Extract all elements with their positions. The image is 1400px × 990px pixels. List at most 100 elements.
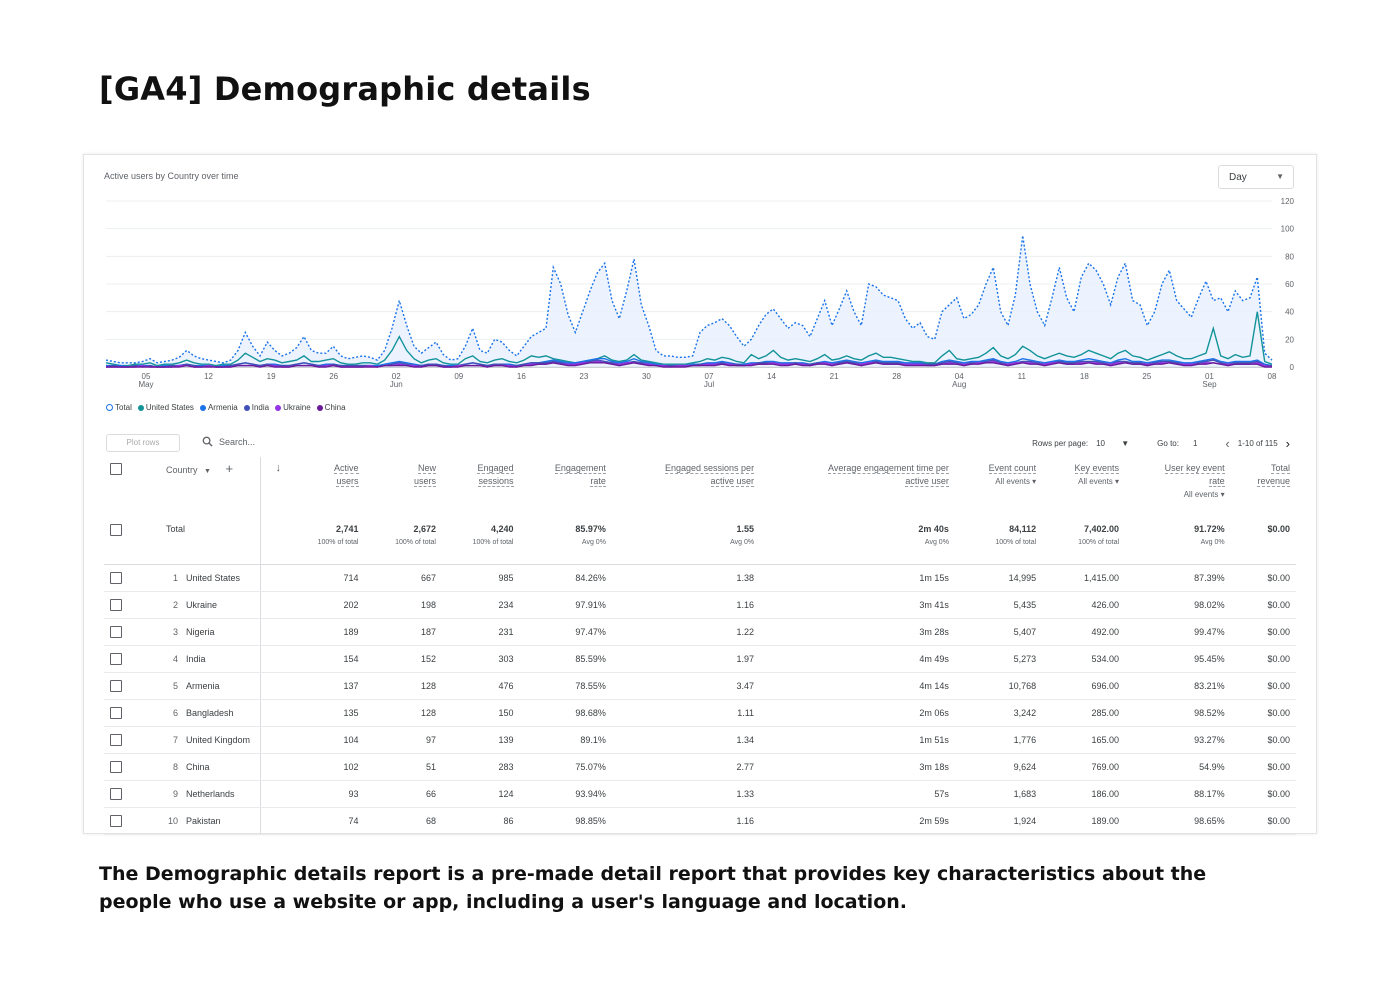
metric-cell: 128 <box>364 699 442 727</box>
metric-cell: 104 <box>287 726 365 754</box>
metric-cell: 5,407 <box>954 618 1043 646</box>
column-header-label: User key event <box>1164 463 1225 474</box>
total-label: Total <box>160 514 261 565</box>
row-checkbox-cell <box>104 564 160 592</box>
rows-per-page-select[interactable]: 10 ▼ <box>1096 439 1129 448</box>
x-tick-label: 19 <box>267 372 276 381</box>
legend-item[interactable]: India <box>243 403 269 412</box>
goto-label: Go to: <box>1157 439 1179 448</box>
total-sub-value: Avg 0% <box>581 539 606 546</box>
row-checkbox-cell <box>104 726 160 754</box>
country-cell: 4 India <box>160 645 261 673</box>
select-all-checkbox[interactable] <box>110 462 122 475</box>
total-value: $0.00 <box>1267 524 1290 534</box>
metric-cell: 99.47% <box>1125 618 1231 646</box>
pagination-controls: Rows per page: 10 ▼ Go to: 1 ‹ 1-10 of 1… <box>1032 436 1290 451</box>
country-name: United States <box>186 573 241 583</box>
table-row[interactable]: 9 Netherlands 93 66 124 93.94% 1.33 57s 1,683 186… <box>104 780 1296 808</box>
total-value-cell: 2,672 100% of total <box>364 514 442 565</box>
caret-down-icon: ▼ <box>1276 172 1284 181</box>
row-checkbox[interactable] <box>110 572 122 584</box>
sort-column-header: ↓ <box>261 457 288 514</box>
total-sub-value: Avg 0% <box>924 539 949 546</box>
metric-column-header[interactable]: Engaged sessions per active user <box>612 457 760 514</box>
add-dimension-icon[interactable]: + <box>225 461 234 476</box>
metric-column-header[interactable]: User key event rate All events ▾ <box>1125 457 1231 514</box>
column-header-label: users <box>413 476 436 487</box>
table-row[interactable]: 10 Pakistan 74 68 86 98.85% 1.16 2m 59s 1,924 189… <box>104 807 1296 835</box>
legend-item[interactable]: Total <box>106 403 132 412</box>
metric-column-header[interactable]: Total revenue <box>1231 457 1296 514</box>
metric-column-header[interactable]: Average engagement time per active user <box>760 457 955 514</box>
metric-cell: 4m 14s <box>760 672 955 700</box>
metric-cell: 426.00 <box>1042 591 1126 619</box>
series-line-china <box>106 362 1272 368</box>
table-row[interactable]: 7 United Kingdom 104 97 139 89.1% 1.34 1m 51s 1,… <box>104 726 1296 754</box>
row-checkbox[interactable] <box>110 524 122 536</box>
total-value: 1.55 <box>736 524 755 534</box>
legend-item[interactable]: Armenia <box>199 403 238 412</box>
row-rank: 7 <box>172 735 178 745</box>
table-row[interactable]: 5 Armenia 137 128 476 78.55% 3.47 4m 14s 10,768 6… <box>104 672 1296 700</box>
metric-column-header[interactable]: Active users <box>287 457 365 514</box>
search-box[interactable]: Search... <box>202 436 255 447</box>
plot-rows-button[interactable]: Plot rows <box>106 434 180 452</box>
metric-cell: 534.00 <box>1042 645 1126 673</box>
table-row[interactable]: 3 Nigeria 189 187 231 97.47% 1.22 3m 28s 5,407 49… <box>104 618 1296 646</box>
metric-column-header[interactable]: New users <box>365 457 443 514</box>
prev-page-icon[interactable]: ‹ <box>1225 436 1230 451</box>
dimension-header-label[interactable]: Country <box>166 465 198 475</box>
country-cell: 7 United Kingdom <box>160 726 261 754</box>
row-checkbox[interactable] <box>110 788 122 800</box>
total-value-cell: 91.72% Avg 0% <box>1125 514 1231 565</box>
metric-cell: 285.00 <box>1042 699 1126 727</box>
row-checkbox[interactable] <box>110 680 122 692</box>
event-filter-select[interactable]: All events ▾ <box>1078 477 1120 486</box>
metric-column-header[interactable]: Event count All events ▾ <box>955 457 1042 514</box>
metric-cell: 1m 51s <box>760 726 955 754</box>
metric-cell: 714 <box>287 564 365 592</box>
metric-column-header[interactable]: Key events All events ▾ <box>1042 457 1125 514</box>
metric-cell: 3m 28s <box>760 618 955 646</box>
country-name: Ukraine <box>186 600 218 610</box>
metric-column-header[interactable]: Engagement rate <box>520 457 612 514</box>
row-checkbox[interactable] <box>110 815 122 827</box>
metric-cell: 87.39% <box>1125 564 1231 592</box>
table-row[interactable]: 2 Ukraine 202 198 234 97.91% 1.16 3m 41s 5,435 42… <box>104 591 1296 619</box>
metric-cell: $0.00 <box>1230 699 1296 727</box>
row-checkbox[interactable] <box>110 599 122 611</box>
spacer-cell <box>260 672 287 700</box>
row-rank: 3 <box>172 627 178 637</box>
metric-cell: 189.00 <box>1042 807 1126 835</box>
table-row[interactable]: 6 Bangladesh 135 128 150 98.68% 1.11 2m 06s 3,24… <box>104 699 1296 727</box>
event-filter-select[interactable]: All events ▾ <box>995 477 1037 486</box>
row-checkbox[interactable] <box>110 653 122 665</box>
table-row[interactable]: 1 United States 714 667 985 84.26% 1.38 1m 15s 1… <box>104 564 1296 592</box>
x-tick-label: 16 <box>517 372 526 381</box>
row-checkbox[interactable] <box>110 761 122 773</box>
report-table: Country ▼ + ↓ Active users New users Engaged s… <box>104 457 1296 835</box>
period-select[interactable]: Day ▼ <box>1218 165 1294 189</box>
sort-desc-icon[interactable]: ↓ <box>275 462 282 474</box>
goto-input[interactable]: 1 <box>1192 439 1198 448</box>
next-page-icon[interactable]: › <box>1285 436 1290 451</box>
search-input[interactable]: Search... <box>219 436 256 447</box>
table-row[interactable]: 4 India 154 152 303 85.59% 1.97 4m 49s 5,273 534.… <box>104 645 1296 673</box>
row-checkbox[interactable] <box>110 626 122 638</box>
event-filter-select[interactable]: All events ▾ <box>1183 490 1225 499</box>
legend-item[interactable]: China <box>316 403 346 412</box>
metric-column-header[interactable]: Engaged sessions <box>442 457 520 514</box>
legend-item[interactable]: Ukraine <box>275 403 311 412</box>
table-row[interactable]: 8 China 102 51 283 75.07% 2.77 3m 18s 9,624 769.0… <box>104 753 1296 781</box>
dimension-header: Country ▼ + <box>160 457 261 514</box>
legend-item[interactable]: United States <box>137 403 194 412</box>
x-tick-label: 30 <box>642 372 651 381</box>
row-checkbox[interactable] <box>110 707 122 719</box>
column-header-label: sessions <box>478 476 514 487</box>
total-sub-value: Avg 0% <box>730 539 755 546</box>
caret-down-icon[interactable]: ▼ <box>204 468 211 475</box>
column-header-label: Event count <box>988 463 1037 474</box>
legend-dot-icon <box>199 404 206 411</box>
legend-label: Total <box>115 403 132 412</box>
row-checkbox[interactable] <box>110 734 122 746</box>
